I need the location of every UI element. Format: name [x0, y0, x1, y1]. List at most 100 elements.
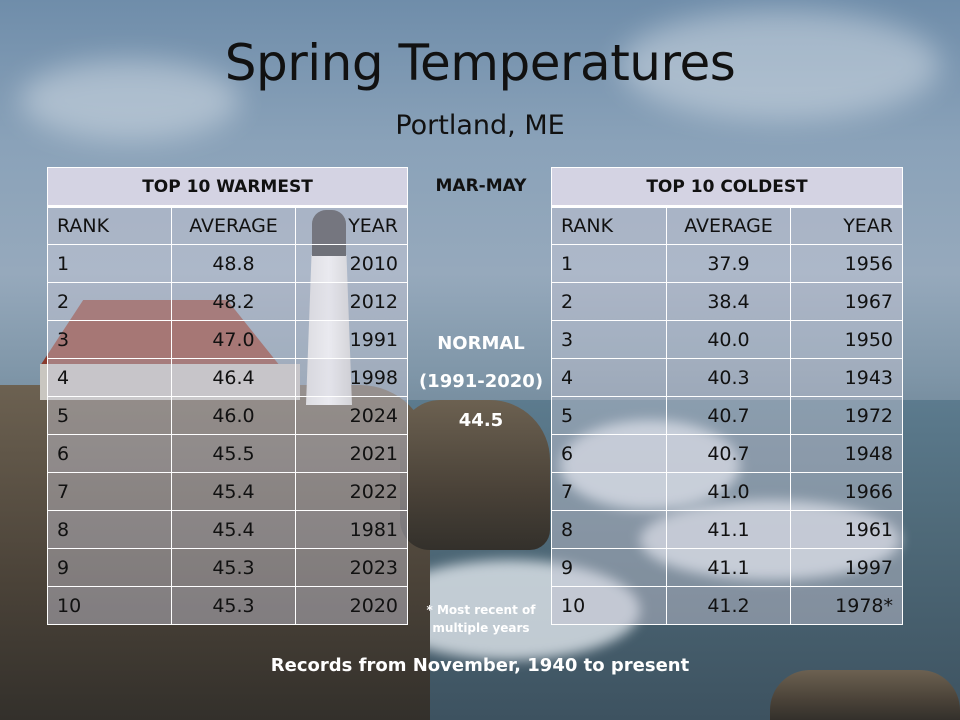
rank-cell: 5: [551, 396, 667, 435]
year-cell: 2024: [295, 396, 408, 435]
year-cell: 1966: [790, 472, 903, 511]
rank-cell: 5: [47, 396, 172, 435]
warmest-col-rank: RANK: [47, 205, 172, 245]
average-cell: 40.7: [666, 434, 791, 473]
year-cell: 1956: [790, 244, 903, 283]
year-cell: 1948: [790, 434, 903, 473]
normal-period: (1991-2020): [418, 371, 544, 392]
coldest-col-year: YEAR: [790, 205, 903, 245]
average-cell: 45.5: [171, 434, 296, 473]
average-cell: 40.3: [666, 358, 791, 397]
table-row: 10 45.3 2020: [47, 586, 408, 625]
warmest-table: TOP 10 WARMEST RANK AVERAGE YEAR 1 48.8 20…: [47, 167, 408, 625]
normal-value: 44.5: [458, 410, 504, 431]
table-row: 9 45.3 2023: [47, 548, 408, 587]
average-cell: 40.7: [666, 396, 791, 435]
warmest-column-header-row: RANK AVERAGE YEAR: [47, 205, 408, 245]
year-cell: 2020: [295, 586, 408, 625]
rank-cell: 8: [47, 510, 172, 549]
rank-cell: 6: [47, 434, 172, 473]
year-cell: 1991: [295, 320, 408, 359]
rank-cell: 8: [551, 510, 667, 549]
coldest-col-rank: RANK: [551, 205, 667, 245]
table-row: 6 40.7 1948: [551, 434, 903, 473]
average-cell: 46.4: [171, 358, 296, 397]
rank-cell: 4: [47, 358, 172, 397]
rank-cell: 7: [551, 472, 667, 511]
rank-cell: 7: [47, 472, 172, 511]
table-row: 9 41.1 1997: [551, 548, 903, 587]
average-cell: 38.4: [666, 282, 791, 321]
rank-cell: 1: [551, 244, 667, 283]
average-cell: 37.9: [666, 244, 791, 283]
warmest-table-heading: TOP 10 WARMEST: [47, 167, 408, 207]
year-cell: 1961: [790, 510, 903, 549]
average-cell: 48.2: [171, 282, 296, 321]
rank-cell: 6: [551, 434, 667, 473]
table-row: 8 41.1 1961: [551, 510, 903, 549]
table-row: 3 47.0 1991: [47, 320, 408, 359]
average-cell: 41.2: [666, 586, 791, 625]
average-cell: 41.1: [666, 510, 791, 549]
coldest-table-heading: TOP 10 COLDEST: [551, 167, 903, 207]
year-cell: 1950: [790, 320, 903, 359]
rank-cell: 9: [551, 548, 667, 587]
year-cell: 1981: [295, 510, 408, 549]
rank-cell: 10: [551, 586, 667, 625]
slide-title: Spring Temperatures: [224, 34, 736, 92]
year-cell: 1967: [790, 282, 903, 321]
records-footer: Records from November, 1940 to present: [270, 655, 690, 676]
rank-cell: 10: [47, 586, 172, 625]
normal-label: NORMAL: [437, 333, 525, 354]
average-cell: 45.4: [171, 472, 296, 511]
year-cell: 1943: [790, 358, 903, 397]
table-row: 3 40.0 1950: [551, 320, 903, 359]
table-row: 4 40.3 1943: [551, 358, 903, 397]
footnote: * Most recent of multiple years: [416, 601, 546, 637]
average-cell: 47.0: [171, 320, 296, 359]
year-cell: 1972: [790, 396, 903, 435]
year-cell: 2010: [295, 244, 408, 283]
table-row: 10 41.2 1978*: [551, 586, 903, 625]
rank-cell: 4: [551, 358, 667, 397]
year-cell: 2012: [295, 282, 408, 321]
year-cell: 2021: [295, 434, 408, 473]
average-cell: 41.1: [666, 548, 791, 587]
rank-cell: 3: [47, 320, 172, 359]
coldest-column-header-row: RANK AVERAGE YEAR: [551, 205, 903, 245]
season-label: MAR-MAY: [435, 176, 527, 196]
rank-cell: 1: [47, 244, 172, 283]
rank-cell: 2: [551, 282, 667, 321]
coldest-table: TOP 10 COLDEST RANK AVERAGE YEAR 1 37.9 19…: [551, 167, 903, 625]
warmest-col-average: AVERAGE: [171, 205, 296, 245]
rank-cell: 9: [47, 548, 172, 587]
slide-subtitle: Portland, ME: [395, 110, 565, 141]
year-cell: 2022: [295, 472, 408, 511]
year-cell: 1998: [295, 358, 408, 397]
footnote-line: * Most recent of: [426, 603, 536, 617]
table-row: 8 45.4 1981: [47, 510, 408, 549]
table-row: 4 46.4 1998: [47, 358, 408, 397]
footnote-line: multiple years: [432, 621, 530, 635]
table-row: 5 40.7 1972: [551, 396, 903, 435]
average-cell: 46.0: [171, 396, 296, 435]
table-row: 6 45.5 2021: [47, 434, 408, 473]
table-row: 2 48.2 2012: [47, 282, 408, 321]
warmest-col-year: YEAR: [295, 205, 408, 245]
average-cell: 45.3: [171, 586, 296, 625]
year-cell: 1978*: [790, 586, 903, 625]
table-row: 1 48.8 2010: [47, 244, 408, 283]
average-cell: 40.0: [666, 320, 791, 359]
average-cell: 45.3: [171, 548, 296, 587]
rank-cell: 3: [551, 320, 667, 359]
coldest-col-average: AVERAGE: [666, 205, 791, 245]
background-rocks: [770, 670, 960, 720]
table-row: 1 37.9 1956: [551, 244, 903, 283]
average-cell: 45.4: [171, 510, 296, 549]
table-row: 5 46.0 2024: [47, 396, 408, 435]
average-cell: 48.8: [171, 244, 296, 283]
table-row: 7 41.0 1966: [551, 472, 903, 511]
average-cell: 41.0: [666, 472, 791, 511]
year-cell: 2023: [295, 548, 408, 587]
